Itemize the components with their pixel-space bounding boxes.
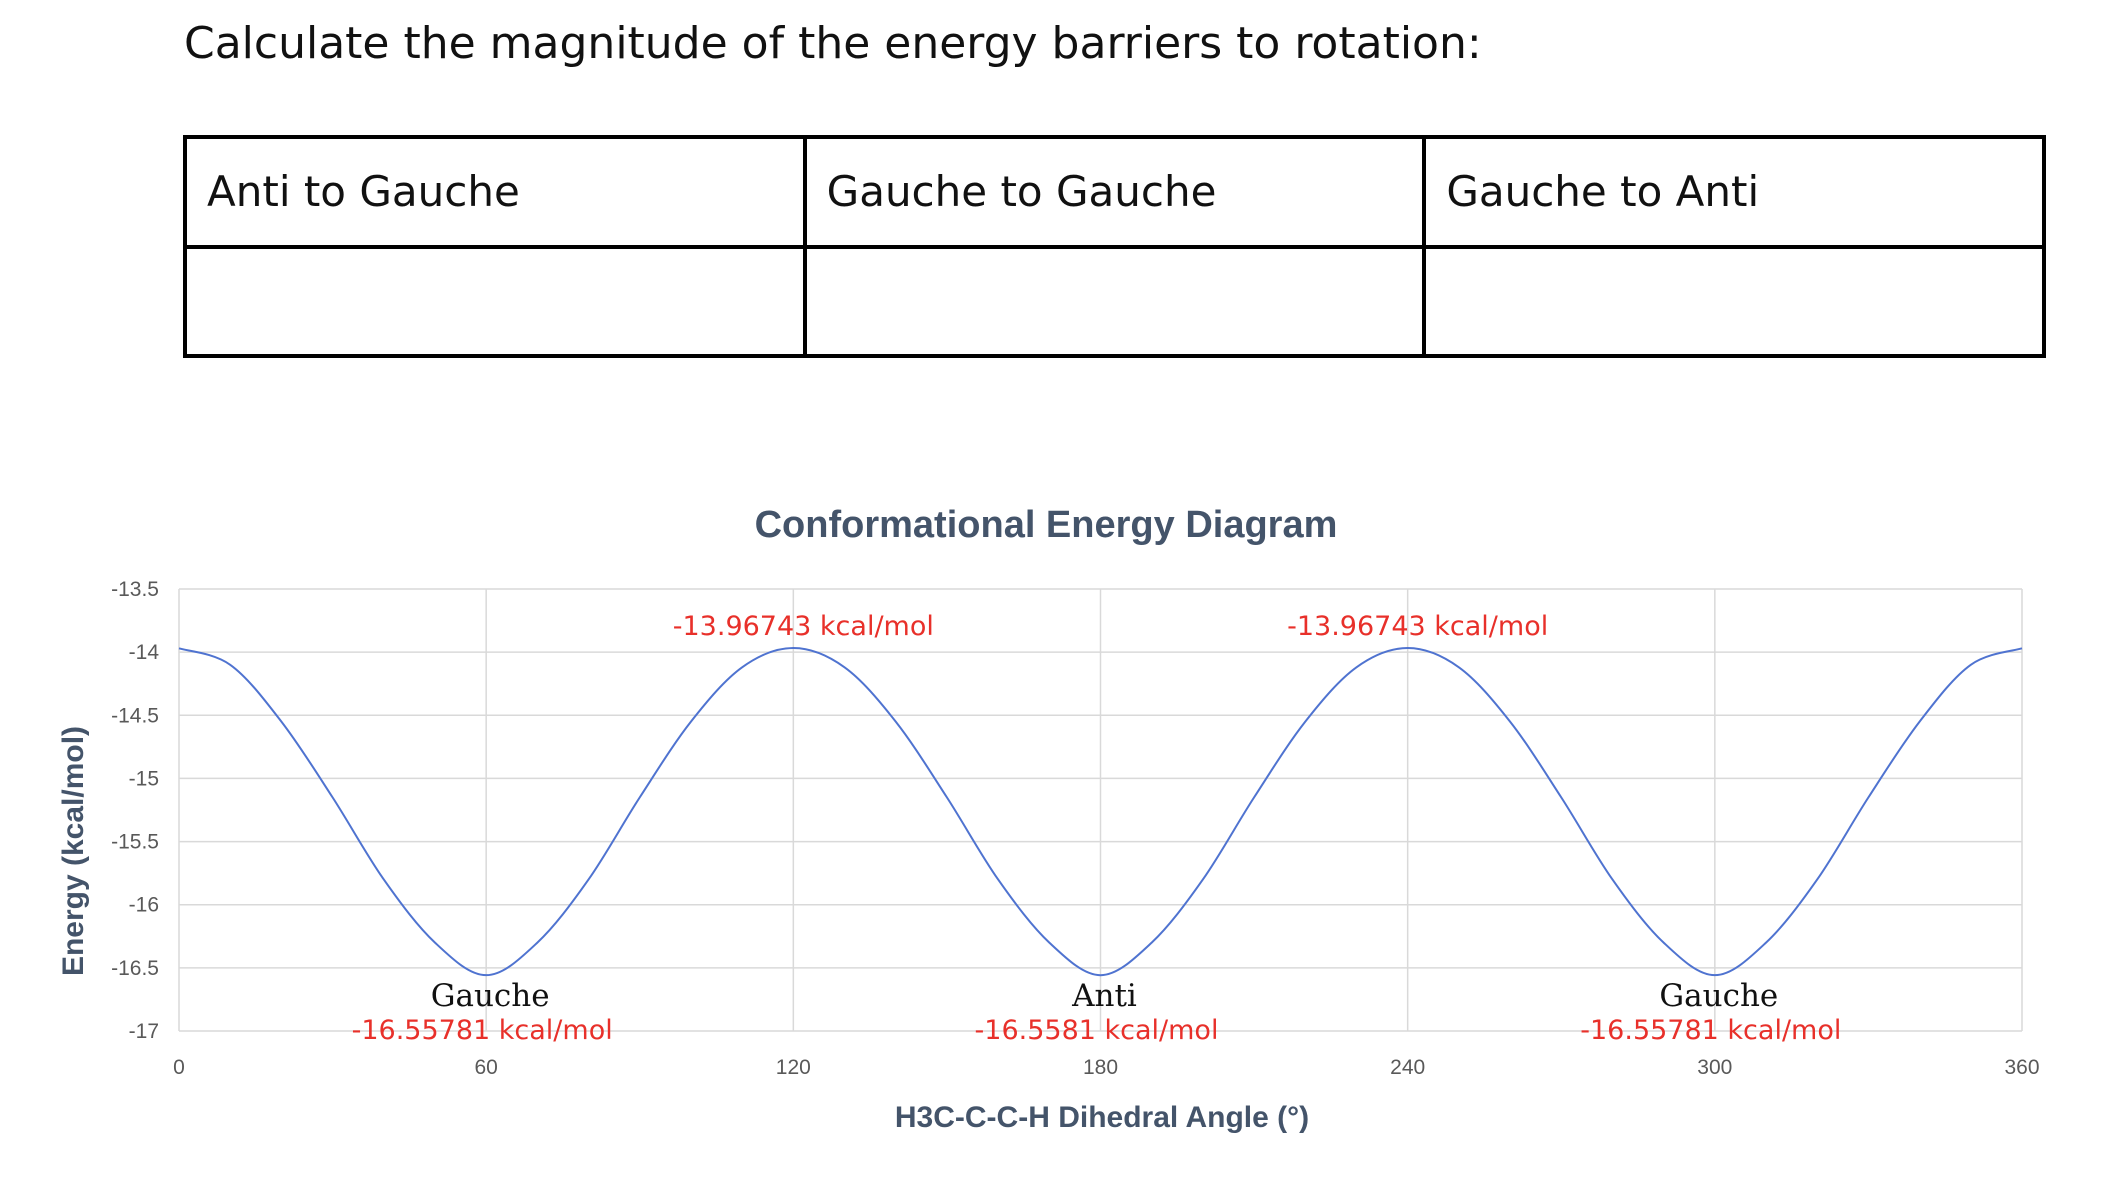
energy-barrier-table: Anti to Gauche Gauche to Gauche Gauche t… (183, 135, 2046, 358)
annotation-energy-value: -16.55781 kcal/mol (352, 1015, 613, 1046)
y-tick-label: -16 (129, 894, 159, 917)
x-tick-label: 180 (1083, 1056, 1118, 1079)
answer-cell-gauche-to-anti[interactable] (1422, 244, 2046, 358)
chart-title: Conformational Energy Diagram (755, 504, 1338, 546)
annotation-conformer-label: Gauche (1659, 978, 1778, 1014)
annotation-conformer-label: Gauche (431, 978, 550, 1014)
x-tick-label: 0 (173, 1056, 185, 1079)
y-tick-label: -15.5 (111, 831, 159, 854)
answer-cell-gauche-to-gauche[interactable] (802, 244, 1427, 358)
x-tick-label: 360 (2004, 1056, 2039, 1079)
x-tick-label: 240 (1390, 1056, 1425, 1079)
y-tick-label: -13.5 (111, 578, 159, 601)
annotation-energy-value: -13.96743 kcal/mol (673, 611, 934, 642)
y-axis-title: Energy (kcal/mol) (57, 726, 90, 976)
y-tick-label: -16.5 (111, 957, 159, 980)
annotations: -13.96743 kcal/mol -13.96743 kcal/mol Gauc… (352, 611, 1842, 1046)
y-tick-label: -17 (129, 1020, 159, 1043)
y-tick-label: -15 (129, 767, 159, 790)
x-tick-labels: 0 60 120 180 240 300 360 (173, 1056, 2039, 1079)
y-tick-label: -14 (129, 641, 160, 664)
annotation-energy-value: -16.55781 kcal/mol (1580, 1015, 1841, 1046)
x-axis-title: H3C-C-C-H Dihedral Angle (°) (895, 1101, 1309, 1134)
y-tick-labels: -13.5 -14 -14.5 -15 -15.5 -16 -16.5 -17 (111, 578, 159, 1043)
energy-curve (178, 647, 2023, 977)
header-gauche-to-anti: Gauche to Anti (1422, 135, 2046, 249)
x-tick-label: 300 (1697, 1056, 1732, 1079)
x-tick-label: 60 (474, 1056, 497, 1079)
header-anti-to-gauche: Anti to Gauche (183, 135, 807, 249)
annotation-energy-value: -13.96743 kcal/mol (1287, 611, 1548, 642)
question-prompt: Calculate the magnitude of the energy ba… (184, 18, 1482, 69)
header-gauche-to-gauche: Gauche to Gauche (802, 135, 1427, 249)
conformational-energy-chart: Conformational Energy Diagram -13.5-14-1… (57, 504, 2040, 1134)
grid-lines (178, 588, 2023, 1032)
answer-cell-anti-to-gauche[interactable] (183, 244, 807, 358)
x-tick-label: 120 (776, 1056, 811, 1079)
annotation-conformer-label: Anti (1071, 978, 1137, 1014)
annotation-energy-value: -16.5581 kcal/mol (975, 1015, 1219, 1046)
y-tick-label: -14.5 (111, 704, 159, 727)
